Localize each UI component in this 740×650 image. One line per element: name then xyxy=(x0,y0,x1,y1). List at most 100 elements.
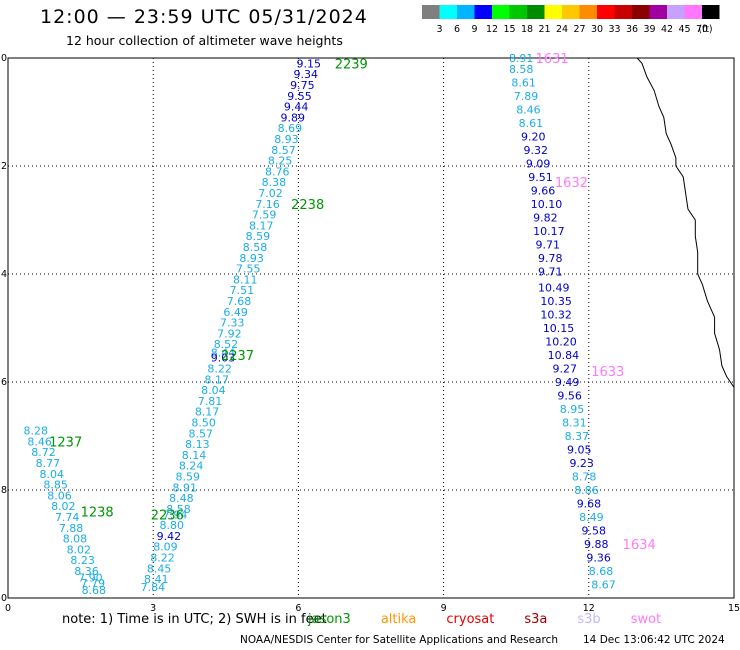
wave-height-point: 8.58 xyxy=(166,503,191,516)
satellite-jason3: jason3 xyxy=(308,612,351,627)
wave-height-point: 8.24 xyxy=(179,460,204,473)
wave-height-point: 8.17 xyxy=(249,219,273,232)
legend-label: 33 xyxy=(608,24,620,35)
wave-height-point: 8.46 xyxy=(516,103,541,116)
wave-height-point: 8.58 xyxy=(243,241,267,254)
wave-height-point: 8.04 xyxy=(201,384,226,397)
wave-height-point: 9.68 xyxy=(577,498,602,511)
wave-height-point: 8.25 xyxy=(268,155,293,168)
wave-height-point: 8.37 xyxy=(565,430,590,443)
wave-height-point: 7.33 xyxy=(220,317,245,330)
legend-swatch xyxy=(597,5,615,19)
wave-height-point: 9.27 xyxy=(553,363,578,376)
wave-height-point: 10.84 xyxy=(548,349,580,362)
wave-height-point: 9.42 xyxy=(157,530,182,543)
wave-height-point: 8.78 xyxy=(572,471,597,484)
wave-height-point: 8.57 xyxy=(271,144,296,157)
legend-label: 3 xyxy=(436,24,442,35)
wave-height-point: 9.15 xyxy=(296,57,321,70)
wave-height-point: 8.17 xyxy=(205,373,230,386)
page-subtitle: 12 hour collection of altimeter wave hei… xyxy=(66,33,343,48)
wave-height-point: 7.84 xyxy=(141,581,166,594)
wave-height-point: 8.68 xyxy=(589,565,614,578)
wave-height-point: 9.49 xyxy=(555,376,580,389)
generated-timestamp: 14 Dec 13:06:42 UTC 2024 xyxy=(583,634,725,646)
wave-height-point: 7.90 xyxy=(78,571,103,584)
wave-height-point: 8.50 xyxy=(191,417,216,430)
legend-label: 18 xyxy=(521,24,533,35)
track-label: 2237 xyxy=(221,349,254,364)
wave-height-point: 8.22 xyxy=(207,363,232,376)
legend-label: 15 xyxy=(503,24,515,35)
coastline xyxy=(636,57,735,388)
wave-height-point: 8.46 xyxy=(27,435,52,448)
wave-height-point: 8.67 xyxy=(591,579,616,592)
wave-height-point: 7.88 xyxy=(59,522,84,535)
legend-swatch xyxy=(509,5,527,19)
color-legend: 3 6 9 12 15 18 21 24 27 30 33 36 39 42 45 70(ft) xyxy=(422,5,720,35)
legend-label: 39 xyxy=(643,24,655,35)
wave-height-point: 8.06 xyxy=(47,489,71,502)
legend-swatch xyxy=(632,5,650,19)
y-tick-label: -26 xyxy=(0,377,7,388)
legend-label: 6 xyxy=(454,24,460,35)
wave-height-point: 8.72 xyxy=(31,446,56,459)
wave-height-point: 9.36 xyxy=(586,552,611,565)
plot-frame xyxy=(7,57,735,599)
wave-height-point: 8.52 xyxy=(214,338,239,351)
wave-height-point: 10.17 xyxy=(533,225,565,238)
y-tick-label: -30 xyxy=(0,593,7,604)
wave-height-point: 8.93 xyxy=(274,133,299,146)
legend-swatch xyxy=(649,5,667,19)
wave-height-point: 10.32 xyxy=(540,309,572,322)
wave-height-point: 8.31 xyxy=(562,417,587,430)
wave-height-point: 7.59 xyxy=(252,209,277,222)
wave-height-point: 8.49 xyxy=(579,511,604,524)
footer-note: note: 1) Time is in UTC; 2) SWH is in fe… xyxy=(62,612,327,627)
legend-label: 36 xyxy=(626,24,638,35)
legend-swatch xyxy=(527,5,545,19)
track-label: 1634 xyxy=(623,538,656,553)
wave-height-point: 9.89 xyxy=(280,111,305,124)
wave-height-point: 7.55 xyxy=(236,263,260,276)
track-label: 1632 xyxy=(555,176,588,191)
wave-height-point: 9.82 xyxy=(533,211,558,224)
wave-height-point: 8.45 xyxy=(147,562,172,575)
wave-height-point: 9.75 xyxy=(290,79,315,92)
wave-height-point: 8.38 xyxy=(262,176,287,189)
wave-height-point: 7.51 xyxy=(230,284,255,297)
legend-swatch xyxy=(614,5,632,19)
x-tick-label: 0 xyxy=(5,603,11,612)
x-tick-label: 9 xyxy=(441,603,447,612)
track-label: 1237 xyxy=(49,435,82,450)
wave-height-point: 9.03 xyxy=(211,352,236,365)
wave-height-point: 8.36 xyxy=(74,565,99,578)
y-tick-label: -24 xyxy=(0,269,7,280)
wave-height-point: 9.58 xyxy=(582,525,607,538)
legend-swatch xyxy=(457,5,475,19)
wave-height-point: 9.05 xyxy=(567,444,592,457)
wave-height-point: 8.93 xyxy=(239,252,263,265)
wave-height-point: 8.77 xyxy=(36,457,61,470)
wave-height-point: 8.91 xyxy=(509,52,534,65)
legend-swatch xyxy=(579,5,597,19)
satellite-altika: altika xyxy=(380,612,417,627)
wave-height-point: 8.28 xyxy=(23,425,47,438)
wave-height-point: 10.15 xyxy=(543,322,575,335)
wave-height-point: 8.17 xyxy=(195,406,220,419)
wave-height-point: 8.59 xyxy=(246,230,270,243)
wave-height-point: 9.23 xyxy=(569,457,594,470)
track-label: 1238 xyxy=(81,506,114,521)
wave-height-point: 9.34 xyxy=(294,68,319,81)
wave-height-point: 8.22 xyxy=(150,552,175,565)
page-title: 12:00 — 23:59 UTC 05/31/2024 xyxy=(40,6,368,28)
wave-height-point: 9.20 xyxy=(521,130,546,143)
wave-height-point: 8.41 xyxy=(144,573,169,586)
wave-height-point: 7.74 xyxy=(55,511,79,524)
wave-height-point: 7.94 xyxy=(163,508,188,521)
wave-height-point: 8.04 xyxy=(39,468,64,481)
legend-label: 27 xyxy=(573,24,585,35)
legend-swatch xyxy=(702,5,720,19)
legend-swatch xyxy=(422,5,440,19)
wave-height-point: 9.44 xyxy=(284,101,309,114)
